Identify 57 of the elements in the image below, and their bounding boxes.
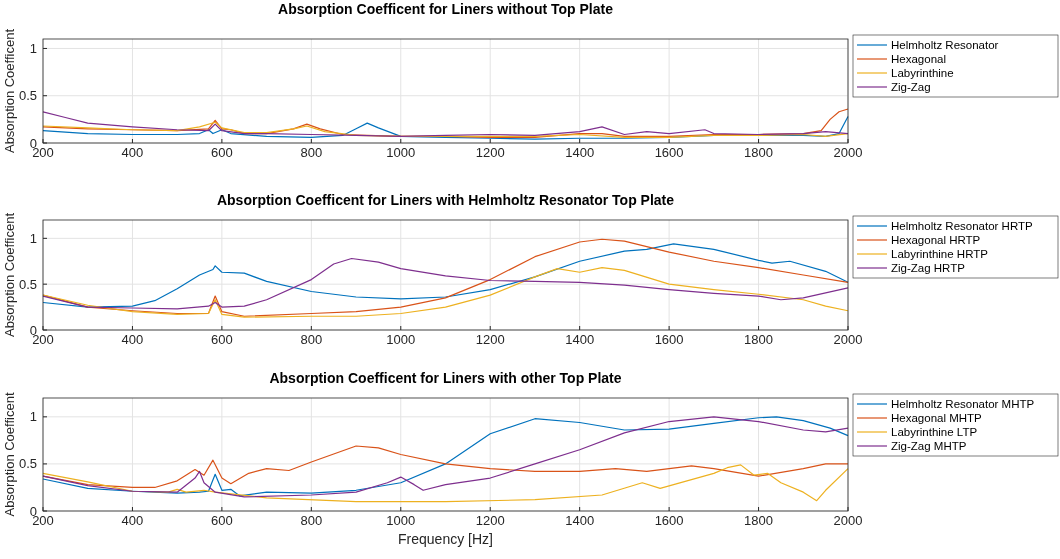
x-tick-label: 1000 xyxy=(386,145,416,160)
x-tick-label: 400 xyxy=(121,145,144,160)
y-axis-title: Absorption Coefficent xyxy=(2,392,17,517)
x-tick-label: 1200 xyxy=(475,332,505,347)
line-series xyxy=(42,464,849,503)
x-tick-label: 1200 xyxy=(475,513,505,528)
line-series xyxy=(42,267,849,318)
y-tick-label: 0.5 xyxy=(18,276,37,292)
x-tick-label: 1000 xyxy=(386,513,416,528)
x-tick-label: 1000 xyxy=(386,332,416,347)
y-tick-label: 1 xyxy=(29,409,37,425)
legend-label: Zig-Zag MHTP xyxy=(891,440,967,452)
y-tick-label: 1 xyxy=(29,230,37,246)
x-tick-label: 400 xyxy=(121,513,144,528)
x-tick-label: 2000 xyxy=(833,145,863,160)
x-tick-label: 600 xyxy=(211,145,233,160)
y-tick-label: 0.5 xyxy=(18,456,37,472)
y-axis-title: Absorption Coefficent xyxy=(2,28,17,154)
line-series xyxy=(42,121,849,138)
x-tick-label: 600 xyxy=(211,513,233,528)
x-tick-label: 2000 xyxy=(833,332,863,347)
x-tick-label: 1400 xyxy=(565,513,595,528)
legend-label: Helmholtz Resonator xyxy=(891,39,999,51)
x-tick-label: 1200 xyxy=(475,145,505,160)
y-axis-title: Absorption Coefficent xyxy=(2,212,17,338)
legend-label: Labyrinthine HRTP xyxy=(891,248,989,260)
legend-label: Zig-Zag HRTP xyxy=(891,262,966,274)
legend-label: Hexagonal MHTP xyxy=(891,412,983,424)
line-series xyxy=(42,243,849,308)
x-tick-label: 600 xyxy=(211,332,233,347)
legend-label: Labyrinthine xyxy=(891,67,954,79)
line-series xyxy=(42,257,849,310)
x-tick-label: 1400 xyxy=(565,332,595,347)
y-tick-label: 1 xyxy=(29,40,37,56)
legend-label: Labyrinthine LTP xyxy=(891,426,978,438)
y-tick-label: 0.5 xyxy=(18,88,37,104)
x-tick-label: 800 xyxy=(300,513,323,528)
legend-label: Zig-Zag xyxy=(891,81,931,93)
x-tick-label: 1800 xyxy=(744,513,774,528)
x-axis-title: Frequency [Hz] xyxy=(398,531,493,547)
chart-title: Absorption Coefficent for Liners with Helmholtz Resonator Top Plate xyxy=(216,192,675,208)
x-tick-label: 1800 xyxy=(744,145,774,160)
legend-label: Helmholtz Resonator MHTP xyxy=(891,398,1035,410)
legend-label: Hexagonal xyxy=(891,53,946,65)
legend-label: Helmholtz Resonator HRTP xyxy=(891,220,1033,232)
x-tick-label: 800 xyxy=(300,145,323,160)
chart-title: Absorption Coefficent for Liners with other Top Plate xyxy=(269,370,622,386)
x-tick-label: 400 xyxy=(121,332,144,347)
x-tick-label: 800 xyxy=(300,332,323,347)
x-tick-label: 2000 xyxy=(833,513,863,528)
x-tick-label: 1600 xyxy=(654,332,684,347)
x-tick-label: 1600 xyxy=(654,145,684,160)
chart-title: Absorption Coefficent for Liners without Top Plate xyxy=(278,1,614,17)
x-tick-label: 1800 xyxy=(744,332,774,347)
x-tick-label: 1600 xyxy=(654,513,684,528)
x-tick-label: 1400 xyxy=(565,145,595,160)
legend-label: Hexagonal HRTP xyxy=(891,234,981,246)
